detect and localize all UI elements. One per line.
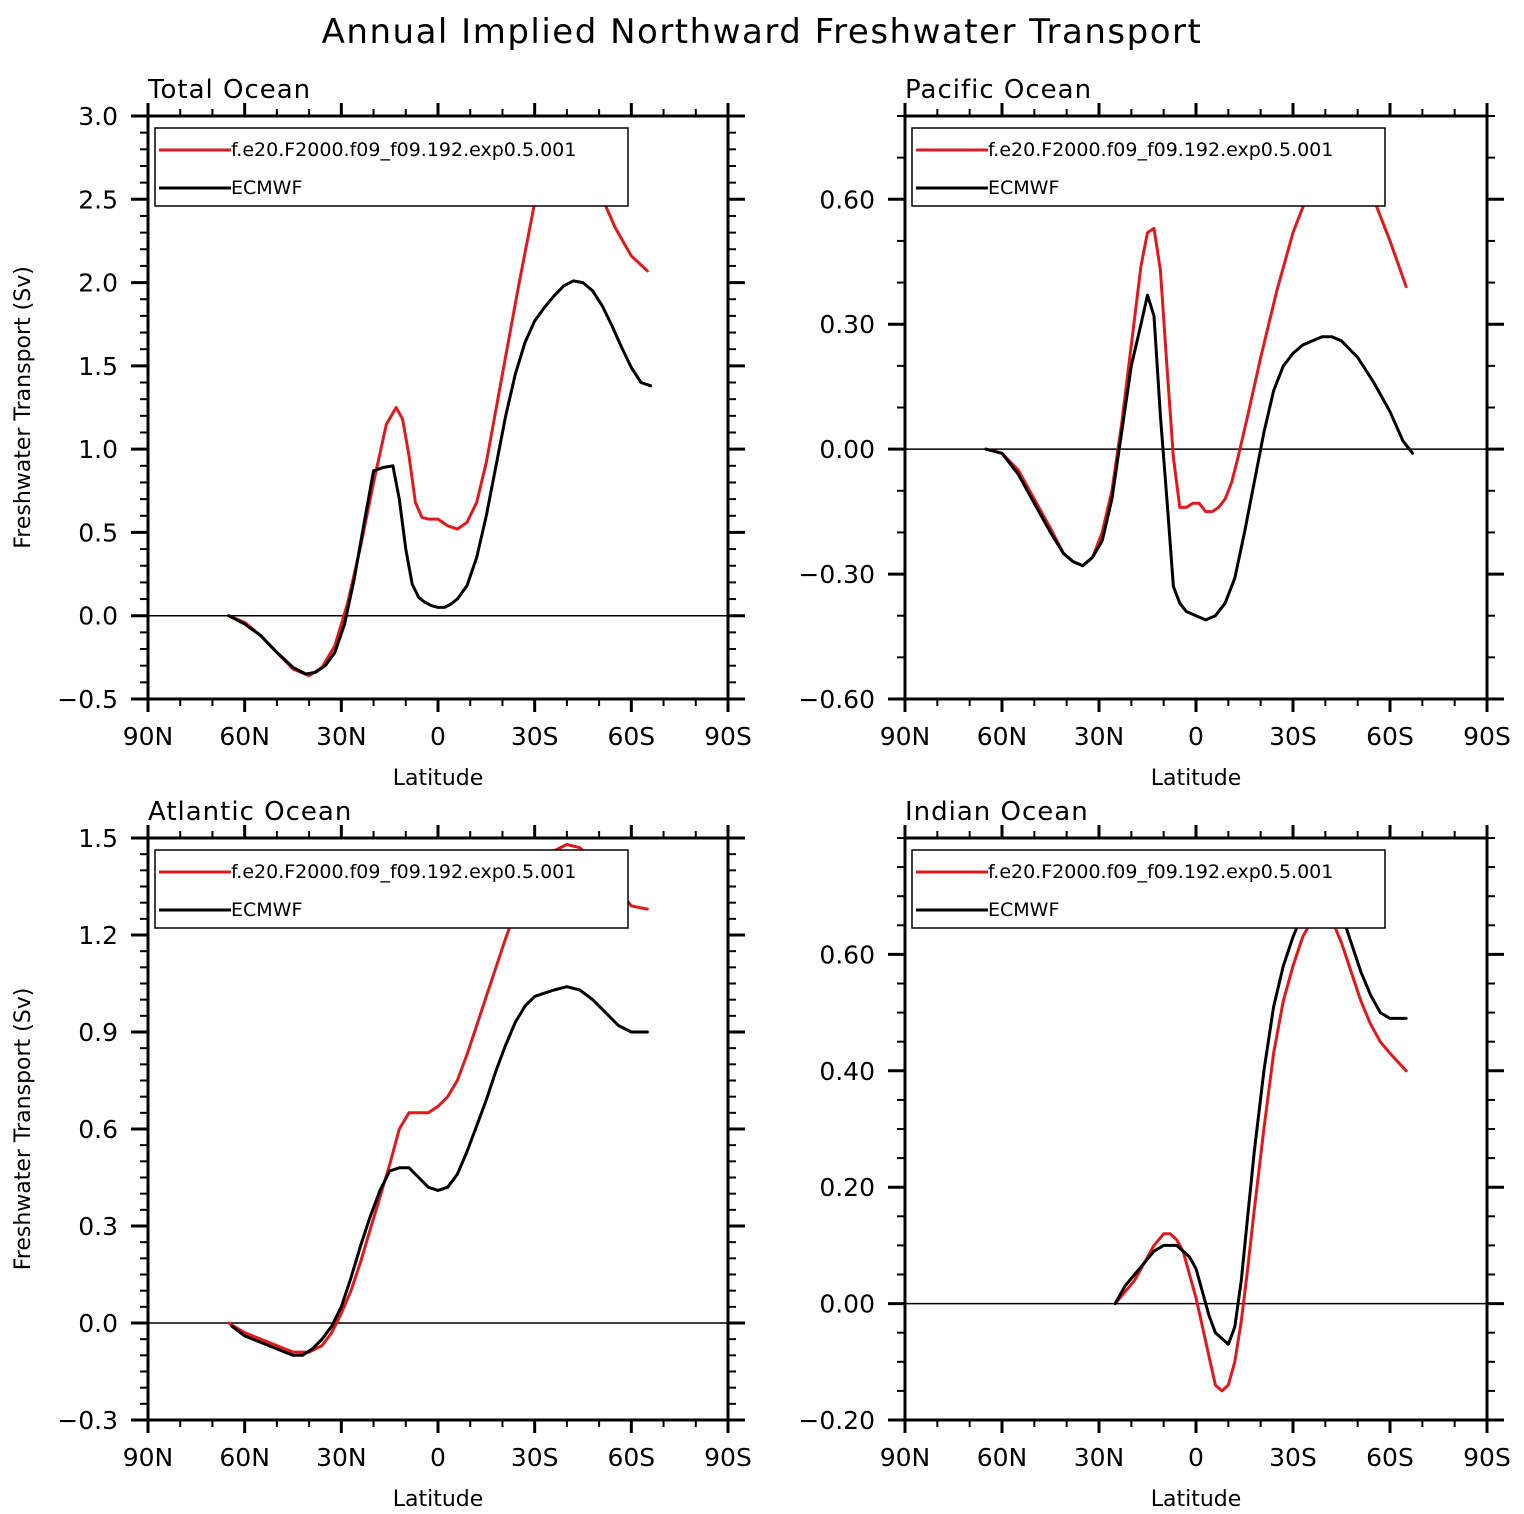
panel-title: Atlantic Ocean	[148, 797, 352, 827]
y-tick-label: 0.20	[819, 1173, 875, 1202]
legend-label: f.e20.F2000.f09_f09.192.exp0.5.001	[231, 139, 576, 161]
y-tick-label: 0.6	[78, 1115, 118, 1144]
figure-title: Annual Implied Northward Freshwater Tran…	[322, 12, 1203, 52]
legend-box	[911, 127, 1386, 207]
y-tick-label: 1.0	[78, 435, 118, 464]
y-tick-label: 0.30	[819, 310, 875, 339]
y-tick-label: 0.00	[819, 435, 875, 464]
legend: f.e20.F2000.f09_f09.192.exp0.5.001 ECMWF	[911, 849, 1386, 929]
y-tick-label: 1.2	[78, 921, 118, 950]
legend-box	[911, 849, 1386, 929]
y-tick-label: 0.0	[78, 1309, 118, 1338]
y-tick-label: 0.60	[819, 185, 875, 214]
legend-label: f.e20.F2000.f09_f09.192.exp0.5.001	[988, 861, 1333, 883]
y-tick-label: −0.5	[57, 685, 118, 714]
x-tick-label: 0	[430, 1443, 446, 1472]
legend-label: ECMWF	[988, 899, 1059, 921]
x-tick-label: 0	[1188, 1443, 1204, 1472]
x-tick-label: 0	[430, 722, 446, 751]
panel-3: Atlantic Ocean 90N 60N 30N 0 30S 60S 90S −0.3 0.0…	[11, 797, 752, 1512]
legend-label: ECMWF	[988, 177, 1059, 199]
y-tick-label: 0.60	[819, 940, 875, 969]
legend: f.e20.F2000.f09_f09.192.exp0.5.001 ECMWF	[154, 849, 629, 929]
x-axis-label: Latitude	[1151, 766, 1242, 791]
series-ecmwf-line	[227, 279, 653, 676]
y-tick-label: −0.60	[798, 685, 875, 714]
panel-4: Indian Ocean 90N 60N 30N 0 30S 60S 90S −0.20 0.00…	[798, 797, 1510, 1512]
x-axis-label: Latitude	[1151, 1487, 1242, 1512]
series-ecmwf-line	[230, 985, 649, 1357]
legend-box	[154, 849, 629, 929]
x-tick-label: 30N	[316, 1443, 367, 1472]
x-tick-label: 60N	[219, 1443, 270, 1472]
x-tick-label: 60S	[607, 1443, 655, 1472]
x-tick-label: 30S	[511, 1443, 559, 1472]
x-tick-label: 90S	[1463, 722, 1511, 751]
series-ecmwf-line	[1113, 894, 1408, 1346]
x-tick-label: 90N	[123, 1443, 174, 1472]
y-tick-label: 3.0	[78, 102, 118, 131]
y-axis-label: Freshwater Transport (Sv)	[11, 988, 36, 1271]
x-tick-label: 30N	[1074, 722, 1125, 751]
legend: f.e20.F2000.f09_f09.192.exp0.5.001 ECMWF	[154, 127, 629, 207]
series-ecmwf-line	[984, 293, 1415, 622]
y-tick-label: 0.9	[78, 1018, 118, 1047]
x-axis-label: Latitude	[393, 766, 484, 791]
x-tick-label: 30N	[1074, 1443, 1125, 1472]
x-tick-label: 60N	[219, 722, 270, 751]
x-tick-label: 30S	[1269, 1443, 1317, 1472]
y-tick-label: 0.00	[819, 1290, 875, 1319]
x-tick-label: 90N	[880, 1443, 931, 1472]
x-tick-label: 90S	[704, 722, 752, 751]
y-tick-label: 1.5	[78, 352, 118, 381]
y-tick-label: 0.3	[78, 1212, 118, 1241]
x-tick-label: 30N	[316, 722, 367, 751]
x-tick-label: 30S	[1269, 722, 1317, 751]
x-tick-label: 60N	[977, 722, 1028, 751]
y-tick-label: 0.0	[78, 602, 118, 631]
y-tick-label: −0.3	[57, 1406, 118, 1435]
panel-title: Total Ocean	[147, 75, 311, 105]
y-tick-label: −0.30	[798, 560, 875, 589]
y-tick-label: 0.40	[819, 1057, 875, 1086]
y-axis-label: Freshwater Transport (Sv)	[11, 266, 36, 549]
series-model-line	[1113, 912, 1408, 1393]
panel-title: Indian Ocean	[905, 797, 1089, 827]
legend-label: ECMWF	[231, 177, 302, 199]
legend: f.e20.F2000.f09_f09.192.exp0.5.001 ECMWF	[911, 127, 1386, 207]
panel-1: Total Ocean 90N 60N 30N 0 30S 60S 90S −0.5 0.0 0.5…	[11, 75, 752, 791]
y-tick-label: 2.0	[78, 269, 118, 298]
panel-title: Pacific Ocean	[905, 75, 1092, 105]
series-model-line	[227, 139, 649, 678]
x-tick-label: 60S	[1366, 1443, 1414, 1472]
x-axis-label: Latitude	[393, 1487, 484, 1512]
legend-label: ECMWF	[231, 899, 302, 921]
series-model-line	[227, 843, 649, 1354]
x-tick-label: 90N	[880, 722, 931, 751]
x-tick-label: 90S	[1463, 1443, 1511, 1472]
y-tick-label: 1.5	[78, 824, 118, 853]
x-tick-label: 90S	[704, 1443, 752, 1472]
x-tick-label: 60S	[607, 722, 655, 751]
legend-box	[154, 127, 629, 207]
y-tick-label: 0.5	[78, 518, 118, 547]
y-tick-label: 2.5	[78, 185, 118, 214]
series-model-line	[984, 160, 1408, 568]
x-tick-label: 60S	[1366, 722, 1414, 751]
x-tick-label: 30S	[511, 722, 559, 751]
panels: Total Ocean 90N 60N 30N 0 30S 60S 90S −0.5 0.0 0.5…	[11, 75, 1511, 1512]
x-tick-label: 60N	[977, 1443, 1028, 1472]
y-tick-label: −0.20	[798, 1406, 875, 1435]
panel-2: Pacific Ocean 90N 60N 30N 0 30S 60S 90S −0.60 −0.…	[798, 75, 1510, 791]
x-tick-label: 90N	[123, 722, 174, 751]
x-tick-label: 0	[1188, 722, 1204, 751]
legend-label: f.e20.F2000.f09_f09.192.exp0.5.001	[231, 861, 576, 883]
legend-label: f.e20.F2000.f09_f09.192.exp0.5.001	[988, 139, 1333, 161]
